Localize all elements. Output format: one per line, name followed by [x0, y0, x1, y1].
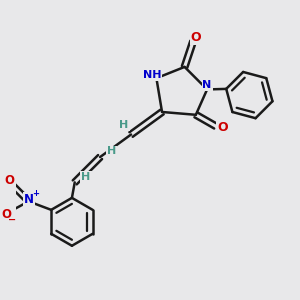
Text: H: H	[119, 120, 129, 130]
Text: O: O	[190, 31, 201, 44]
Text: O: O	[4, 174, 14, 187]
Text: N: N	[24, 193, 34, 206]
Text: NH: NH	[143, 70, 161, 80]
Text: H: H	[81, 172, 91, 182]
Text: H: H	[107, 146, 116, 156]
Text: −: −	[8, 215, 16, 225]
Text: N: N	[202, 80, 212, 90]
Text: +: +	[32, 189, 39, 198]
Text: O: O	[1, 208, 11, 220]
Text: O: O	[217, 121, 228, 134]
